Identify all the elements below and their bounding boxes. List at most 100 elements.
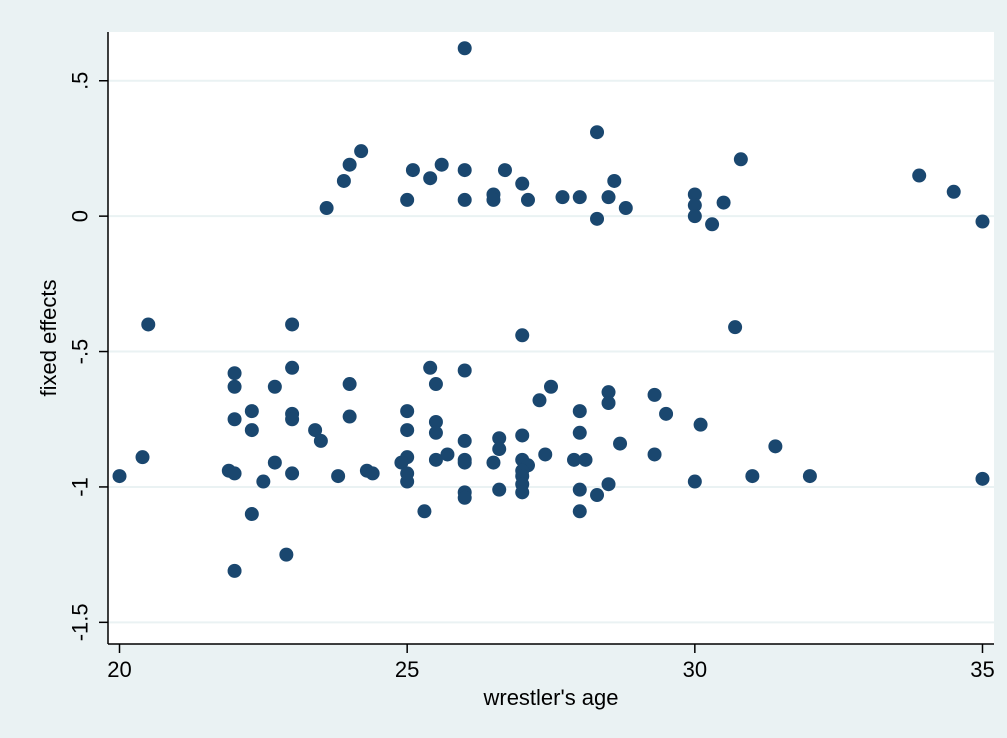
data-point bbox=[394, 455, 409, 470]
x-tick-label: 35 bbox=[970, 657, 994, 682]
data-point bbox=[244, 423, 259, 438]
data-point bbox=[227, 379, 242, 394]
data-point bbox=[457, 363, 472, 378]
data-point bbox=[428, 414, 443, 429]
data-point bbox=[365, 466, 380, 481]
data-point bbox=[440, 447, 455, 462]
data-point bbox=[492, 431, 507, 446]
data-point bbox=[659, 406, 674, 421]
data-point bbox=[515, 485, 530, 500]
data-point bbox=[342, 409, 357, 424]
data-point bbox=[400, 474, 415, 489]
data-point bbox=[572, 482, 587, 497]
x-tick-label: 25 bbox=[395, 657, 419, 682]
data-point bbox=[572, 404, 587, 419]
data-point bbox=[285, 317, 300, 332]
data-point bbox=[572, 504, 587, 519]
data-point bbox=[336, 173, 351, 188]
data-point bbox=[687, 474, 702, 489]
data-point bbox=[607, 173, 622, 188]
data-point bbox=[590, 125, 605, 140]
data-point bbox=[135, 450, 150, 465]
data-point bbox=[267, 379, 282, 394]
data-point bbox=[555, 190, 570, 205]
grid-lines bbox=[108, 79, 994, 624]
data-point bbox=[532, 393, 547, 408]
data-point bbox=[256, 474, 271, 489]
data-point bbox=[428, 377, 443, 392]
data-point bbox=[457, 192, 472, 207]
data-point bbox=[405, 163, 420, 178]
data-point bbox=[434, 157, 449, 172]
data-point bbox=[590, 488, 605, 503]
y-tick-label: -.5 bbox=[68, 339, 93, 365]
data-point bbox=[285, 360, 300, 375]
data-point bbox=[423, 360, 438, 375]
data-point bbox=[601, 190, 616, 205]
data-point bbox=[716, 195, 731, 210]
data-point bbox=[538, 447, 553, 462]
data-point bbox=[705, 217, 720, 232]
data-point bbox=[687, 198, 702, 213]
data-point bbox=[515, 176, 530, 191]
y-axis-label: fixed effects bbox=[36, 280, 61, 397]
data-point bbox=[687, 209, 702, 224]
y-tick-label: 0 bbox=[68, 210, 93, 222]
data-point bbox=[457, 455, 472, 470]
data-point bbox=[728, 320, 743, 335]
x-tick-label: 20 bbox=[107, 657, 131, 682]
data-point bbox=[331, 469, 346, 484]
y-axis-ticks: .5 0 -.5 -1 -1.5 bbox=[68, 72, 108, 641]
data-point bbox=[567, 452, 582, 467]
data-point bbox=[141, 317, 156, 332]
data-point bbox=[578, 452, 593, 467]
data-point bbox=[601, 395, 616, 410]
data-point bbox=[520, 192, 535, 207]
plot-area bbox=[108, 32, 994, 644]
data-point bbox=[486, 455, 501, 470]
data-point bbox=[244, 404, 259, 419]
data-point bbox=[745, 469, 760, 484]
data-point bbox=[768, 439, 783, 454]
data-point bbox=[733, 152, 748, 167]
data-point bbox=[400, 423, 415, 438]
data-point bbox=[400, 404, 415, 419]
y-tick-label: -1 bbox=[68, 477, 93, 497]
data-point bbox=[497, 163, 512, 178]
x-tick-label: 30 bbox=[683, 657, 707, 682]
data-point bbox=[428, 452, 443, 467]
data-point bbox=[400, 192, 415, 207]
data-point bbox=[457, 433, 472, 448]
data-point bbox=[515, 328, 530, 343]
data-point bbox=[912, 168, 927, 183]
y-tick-label: -1.5 bbox=[68, 603, 93, 641]
data-point bbox=[590, 211, 605, 226]
data-point bbox=[417, 504, 432, 519]
data-point bbox=[544, 379, 558, 394]
data-point bbox=[457, 163, 472, 178]
data-point bbox=[423, 171, 438, 186]
data-point bbox=[492, 442, 507, 457]
data-point bbox=[354, 144, 369, 159]
data-point bbox=[112, 469, 127, 484]
data-point bbox=[572, 190, 587, 205]
data-point bbox=[486, 192, 501, 207]
data-point bbox=[647, 387, 662, 402]
data-point bbox=[285, 466, 300, 481]
data-point bbox=[285, 412, 300, 427]
data-point bbox=[227, 466, 242, 481]
data-point bbox=[227, 366, 242, 381]
data-point bbox=[515, 428, 530, 443]
data-point bbox=[601, 385, 616, 400]
data-point bbox=[492, 482, 507, 497]
x-axis-ticks: 20 25 30 35 bbox=[107, 644, 995, 682]
data-points bbox=[112, 41, 990, 578]
data-point bbox=[946, 184, 961, 199]
data-point bbox=[342, 377, 357, 392]
data-point bbox=[279, 547, 294, 562]
data-point bbox=[227, 412, 242, 427]
y-tick-label: .5 bbox=[68, 72, 93, 90]
data-point bbox=[244, 507, 259, 522]
data-point bbox=[319, 201, 334, 216]
